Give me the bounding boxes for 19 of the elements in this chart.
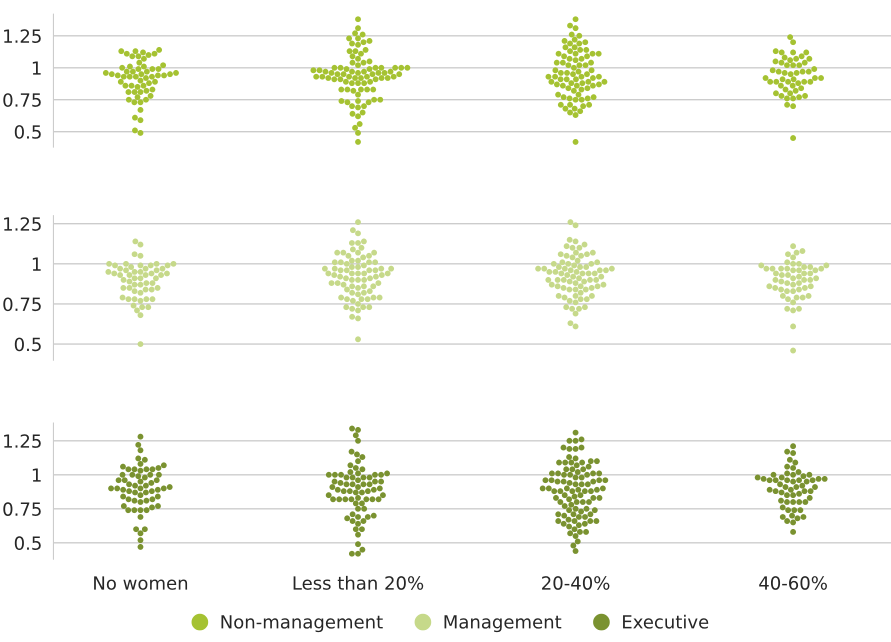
y-tick-label: 1 [32,258,41,271]
y-tick-label: 1.25 [4,29,41,43]
y-tick-label: 0.5 [14,125,41,139]
legend-label: Non-management [221,615,383,632]
y-tick-label: 0.5 [14,536,41,550]
y-tick-label: 0.75 [3,297,41,312]
y-tick-label: 0.75 [3,93,41,107]
x-tick-label: 40-60% [759,576,827,590]
y-tick-label: 1.25 [4,217,41,231]
y-tick-label: 0.75 [3,502,41,516]
x-tick-label: Less than 20% [294,576,424,590]
y-tick-label: 1.25 [4,434,41,448]
y-tick-label: 1 [32,468,41,482]
legend-label: Executive [623,614,708,629]
x-tick-label: 20-40% [542,576,610,590]
x-tick-label: No women [94,576,188,590]
legend-label: Management [444,615,562,632]
y-tick-label: 1 [32,61,41,75]
y-tick-label: 0.5 [14,338,41,352]
